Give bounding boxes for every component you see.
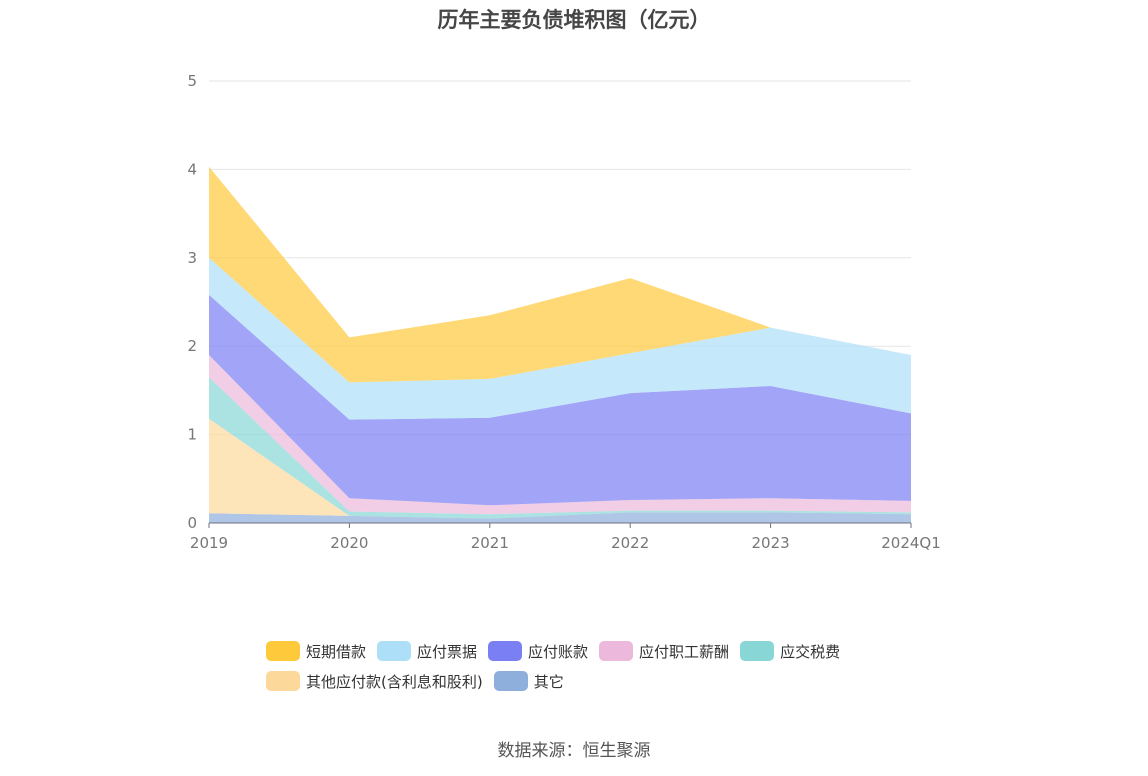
y-tick-label: 5 [187,72,197,90]
legend-item[interactable]: 其它 [493,670,564,692]
legend-item[interactable]: 短期借款 [266,640,366,662]
area-其他应付款(含利息和股利) [209,418,911,519]
y-tick-label: 4 [187,160,197,178]
y-tick-label: 0 [187,514,197,532]
chart-title: 历年主要负债堆积图（亿元） [437,8,711,32]
legend-swatch [493,671,528,691]
source-note: 数据来源：恒生聚源 [497,741,651,761]
x-tick-label: 2023 [752,534,790,552]
legend-swatch [266,671,300,691]
axes: 0 1 2 3 4 5 2019 2020 2021 2022 2023 2024Q1 [187,72,940,552]
legend-label: 应付职工薪酬 [639,642,730,661]
legend-label: 其它 [533,672,564,691]
area-短期借款 [209,166,911,383]
area-series [209,166,911,523]
legend-label: 其他应付款(含利息和股利) [306,672,483,691]
legend: 短期借款 应付票据 应付账款 应付职工薪酬 应交税费其他应付款(含利息和股利) 其它 [266,640,906,700]
x-tick-label: 2024Q1 [881,534,941,552]
legend-item[interactable]: 应付票据 [377,640,477,662]
legend-swatch [599,641,634,661]
y-tick-label: 2 [187,337,197,355]
y-tick-label: 1 [187,426,197,444]
y-tick-label: 3 [187,249,197,267]
legend-label: 应交税费 [780,642,841,661]
legend-item[interactable]: 应交税费 [740,640,840,662]
area-应付账款 [209,294,911,506]
legend-label: 应付账款 [528,642,589,661]
legend-swatch [266,641,300,661]
legend-label: 应付票据 [417,642,478,661]
x-tick-label: 2020 [330,534,368,552]
x-tick-label: 2019 [190,534,228,552]
legend-swatch [740,641,775,661]
legend-swatch [377,641,412,661]
area-其它 [209,512,911,523]
x-tick-label: 2022 [611,534,649,552]
legend-swatch [488,641,523,661]
area-应付票据 [209,257,911,420]
legend-item[interactable]: 应付账款 [488,640,588,662]
x-tick-label: 2021 [471,534,509,552]
legend-item[interactable]: 应付职工薪酬 [599,640,729,662]
legend-item[interactable]: 其他应付款(含利息和股利) [266,670,483,692]
legend-label: 短期借款 [306,642,367,661]
